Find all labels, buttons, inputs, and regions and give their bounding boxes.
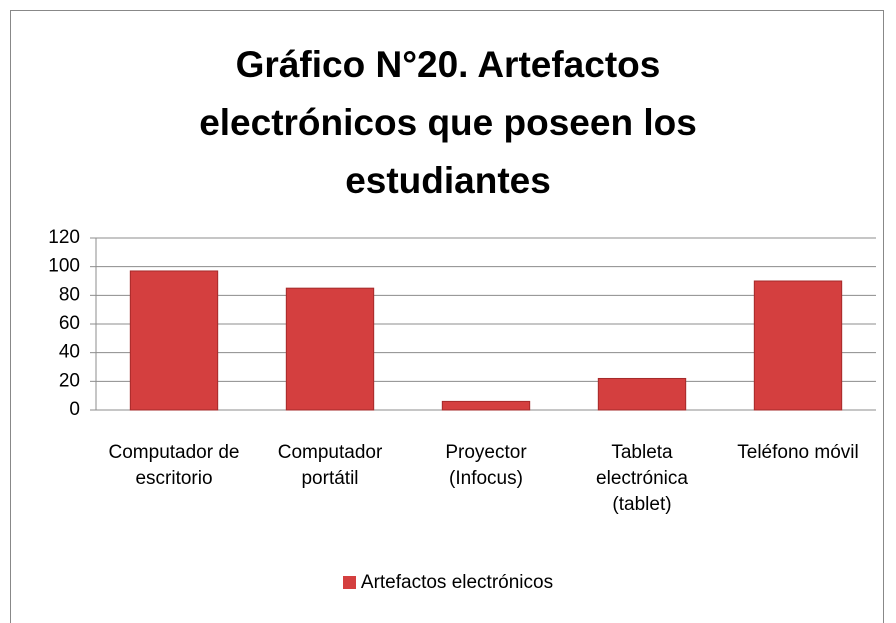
y-tick-label: 120 <box>48 227 80 248</box>
x-tick-label: Proyector (Infocus) <box>445 442 527 489</box>
y-tick-label: 80 <box>59 284 80 305</box>
bar <box>753 280 843 411</box>
bar <box>441 400 531 411</box>
bar <box>129 270 219 411</box>
y-tick-label: 20 <box>59 370 80 391</box>
x-tick-label: Computador portátil <box>277 442 383 489</box>
chart-frame <box>10 10 884 623</box>
chart-title: Gráfico N°20. Artefactos electrónicos qu… <box>199 44 697 201</box>
y-tick-label: 40 <box>59 342 80 363</box>
bar <box>285 287 375 411</box>
y-tick-label: 100 <box>48 256 80 277</box>
legend-label: Artefactos electrónicos <box>360 572 554 593</box>
y-tick-label: 60 <box>59 313 80 334</box>
legend: Artefactos electrónicos <box>0 572 896 594</box>
bar <box>597 377 687 411</box>
y-tick-label: 0 <box>69 399 80 420</box>
x-tick-label: Tableta electrónica (tablet) <box>596 442 688 515</box>
x-tick-label: Teléfono móvil <box>737 442 859 463</box>
x-tick-label: Computador de escritorio <box>108 442 240 489</box>
legend-swatch <box>342 576 356 589</box>
